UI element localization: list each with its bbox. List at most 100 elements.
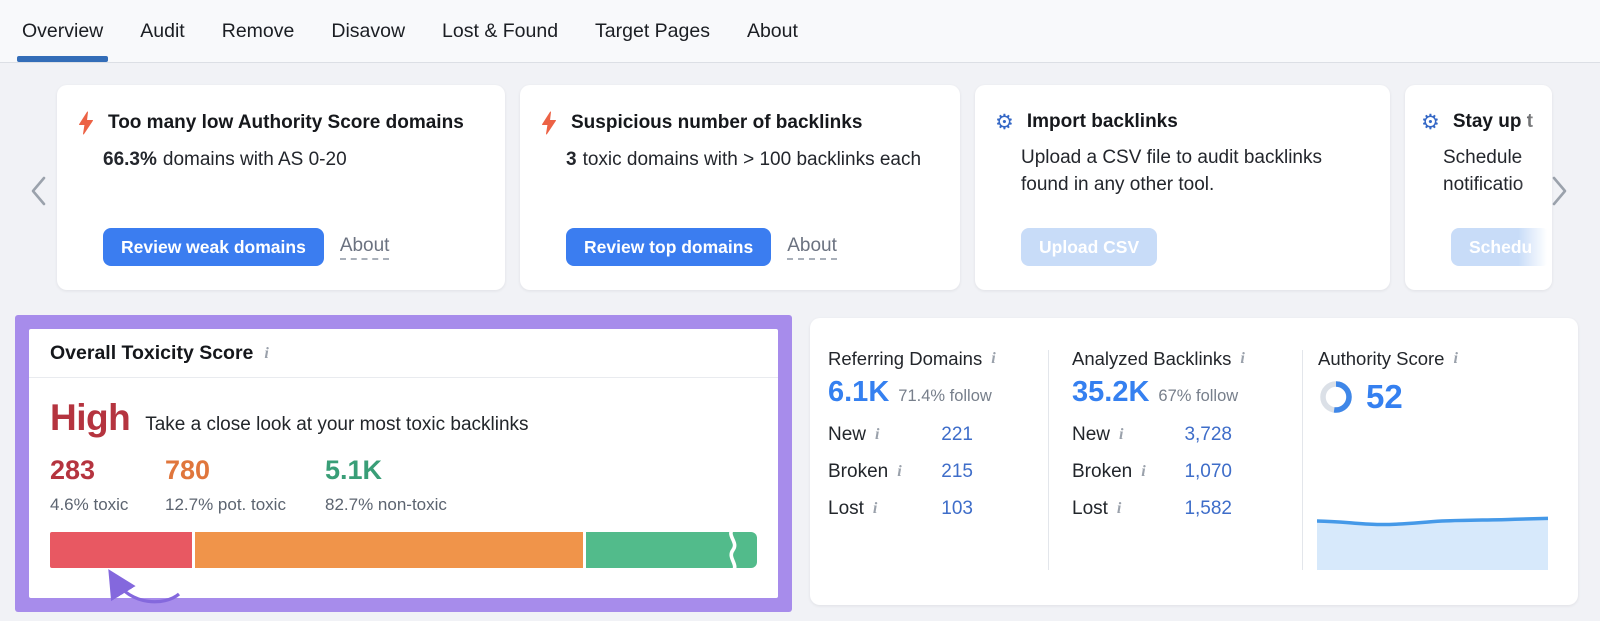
stat-row-new: New i 221 <box>828 424 973 445</box>
about-link[interactable]: About <box>339 235 390 260</box>
card-description: 66.3% domains with AS 0-20 <box>103 149 347 170</box>
tab-label: Remove <box>221 19 295 42</box>
tab-about[interactable]: About <box>745 0 800 62</box>
tab-label: Audit <box>140 19 185 42</box>
toxic-metric: 283 4.6% toxic <box>50 455 165 515</box>
backlink-stats-card: Referring Domains i 6.1K 71.4% follow Ne… <box>810 318 1578 605</box>
insight-card-import-backlinks: ⚙ Import backlinks Upload a CSV file to … <box>975 85 1390 290</box>
stat-row-lost: Lost i 103 <box>828 498 973 519</box>
non-toxic-metric: 5.1K 82.7% non-toxic <box>325 455 447 515</box>
toxicity-level: High <box>50 397 131 438</box>
tab-audit[interactable]: Audit <box>138 0 186 62</box>
toxicity-stacked-bar <box>50 528 758 572</box>
authority-score-trend-chart <box>1317 516 1548 570</box>
stat-row-new: New i 3,728 <box>1072 424 1232 445</box>
card-highlight: 66.3% <box>103 149 157 170</box>
column-title: Authority Score <box>1318 348 1445 369</box>
schedule-button[interactable]: Schedu <box>1451 228 1551 266</box>
follow-percent: 67% follow <box>1158 387 1239 405</box>
info-icon[interactable]: i <box>1141 463 1146 480</box>
toxicity-highlight-annotation: Overall Toxicity Score i High Take a clo… <box>15 315 792 612</box>
tab-overview[interactable]: Overview <box>16 0 109 62</box>
info-icon[interactable]: i <box>1453 350 1458 367</box>
tab-lost-and-found[interactable]: Lost & Found <box>440 0 560 62</box>
referring-domains-total[interactable]: 6.1K <box>828 376 890 408</box>
bar-segment-non-toxic <box>585 532 758 568</box>
card-title: Stay up t <box>1452 111 1534 132</box>
card-title: Too many low Authority Score domains <box>108 112 464 133</box>
info-icon[interactable]: i <box>872 500 878 517</box>
tab-label: Target Pages <box>595 19 710 42</box>
column-divider <box>1302 350 1303 570</box>
referring-domains-column: Referring Domains i 6.1K 71.4% follow Ne… <box>828 348 996 520</box>
stat-row-broken: Broken i 215 <box>828 461 973 482</box>
bar-segment-toxic <box>50 532 192 568</box>
bar-segment-potentially-toxic <box>194 532 583 568</box>
carousel-next-icon[interactable] <box>1546 173 1572 209</box>
lost-value[interactable]: 103 <box>941 498 973 519</box>
card-title: Import backlinks <box>1026 111 1178 132</box>
non-toxic-count: 5.1K <box>325 455 383 485</box>
potentially-toxic-count: 780 <box>165 455 211 485</box>
tab-disavow[interactable]: Disavow <box>329 0 407 62</box>
column-title: Analyzed Backlinks <box>1072 348 1232 369</box>
info-icon[interactable]: i <box>1119 426 1124 443</box>
toxic-label: 4.6% toxic <box>50 495 129 514</box>
lost-value[interactable]: 1,582 <box>1184 498 1232 519</box>
tab-label: Lost & Found <box>442 19 559 42</box>
tab-label: Overview <box>22 19 104 42</box>
info-icon[interactable]: i <box>875 426 880 443</box>
column-divider <box>1048 350 1049 570</box>
insights-carousel: Too many low Authority Score domains 66.… <box>57 85 1552 290</box>
card-description: Schedule notificatio <box>1443 147 1524 195</box>
gear-icon: ⚙ <box>995 109 1014 134</box>
overall-toxicity-score-card: Overall Toxicity Score i High Take a clo… <box>29 329 778 604</box>
gear-icon: ⚙ <box>1421 109 1440 134</box>
new-value[interactable]: 3,728 <box>1184 424 1232 445</box>
toxic-count: 283 <box>50 455 96 485</box>
stat-row-broken: Broken i 1,070 <box>1072 461 1232 482</box>
carousel-prev-icon[interactable] <box>26 173 52 209</box>
insight-card-low-authority-domains: Too many low Authority Score domains 66.… <box>57 85 505 290</box>
info-icon[interactable]: i <box>1116 500 1122 517</box>
non-toxic-label: 82.7% non-toxic <box>325 495 447 514</box>
authority-score-donut <box>1320 381 1352 413</box>
info-icon[interactable]: i <box>897 463 902 480</box>
broken-value[interactable]: 1,070 <box>1184 461 1232 482</box>
potentially-toxic-label: 12.7% pot. toxic <box>165 495 286 514</box>
toxicity-level-description: Take a close look at your most toxic bac… <box>145 414 529 435</box>
upload-csv-button[interactable]: Upload CSV <box>1021 228 1158 266</box>
card-description: Upload a CSV file to audit backlinks fou… <box>1021 147 1322 195</box>
card-description: 3 toxic domains with > 100 backlinks each <box>566 149 922 170</box>
analyzed-backlinks-total[interactable]: 35.2K <box>1072 376 1150 408</box>
info-icon[interactable]: i <box>991 350 996 367</box>
bar-break-squiggle <box>729 528 737 572</box>
tab-remove[interactable]: Remove <box>220 0 297 62</box>
new-value[interactable]: 221 <box>941 424 973 445</box>
tab-label: Disavow <box>331 19 406 42</box>
toxicity-metrics: 283 4.6% toxic 780 12.7% pot. toxic 5.1K… <box>50 455 757 515</box>
top-nav: Overview Audit Remove Disavow Lost & Fou… <box>0 0 1600 63</box>
about-link[interactable]: About <box>787 235 837 260</box>
lightning-icon <box>542 111 556 135</box>
authority-score-column: Authority Score i 52 <box>1318 348 1458 416</box>
info-icon[interactable]: i <box>1240 350 1245 367</box>
analyzed-backlinks-column: Analyzed Backlinks i 35.2K 67% follow Ne… <box>1072 348 1245 520</box>
card-highlight: 3 <box>566 149 577 170</box>
review-weak-domains-button[interactable]: Review weak domains <box>103 228 324 266</box>
info-icon[interactable]: i <box>264 344 269 362</box>
insight-card-stay-up-to-date: ⚙ Stay up t Schedule notificatio Schedu <box>1405 85 1552 290</box>
stat-row-lost: Lost i 1,582 <box>1072 498 1232 519</box>
annotation-arrow <box>108 569 181 604</box>
tab-target-pages[interactable]: Target Pages <box>593 0 712 62</box>
review-top-domains-button[interactable]: Review top domains <box>566 228 772 266</box>
column-title: Referring Domains <box>828 348 983 369</box>
tab-label: About <box>746 19 798 42</box>
broken-value[interactable]: 215 <box>941 461 973 482</box>
panel-title: Overall Toxicity Score <box>50 342 254 364</box>
card-title: Suspicious number of backlinks <box>571 112 863 133</box>
insight-card-suspicious-backlinks: Suspicious number of backlinks 3 toxic do… <box>520 85 960 290</box>
lightning-icon <box>79 111 93 135</box>
follow-percent: 71.4% follow <box>898 387 992 405</box>
